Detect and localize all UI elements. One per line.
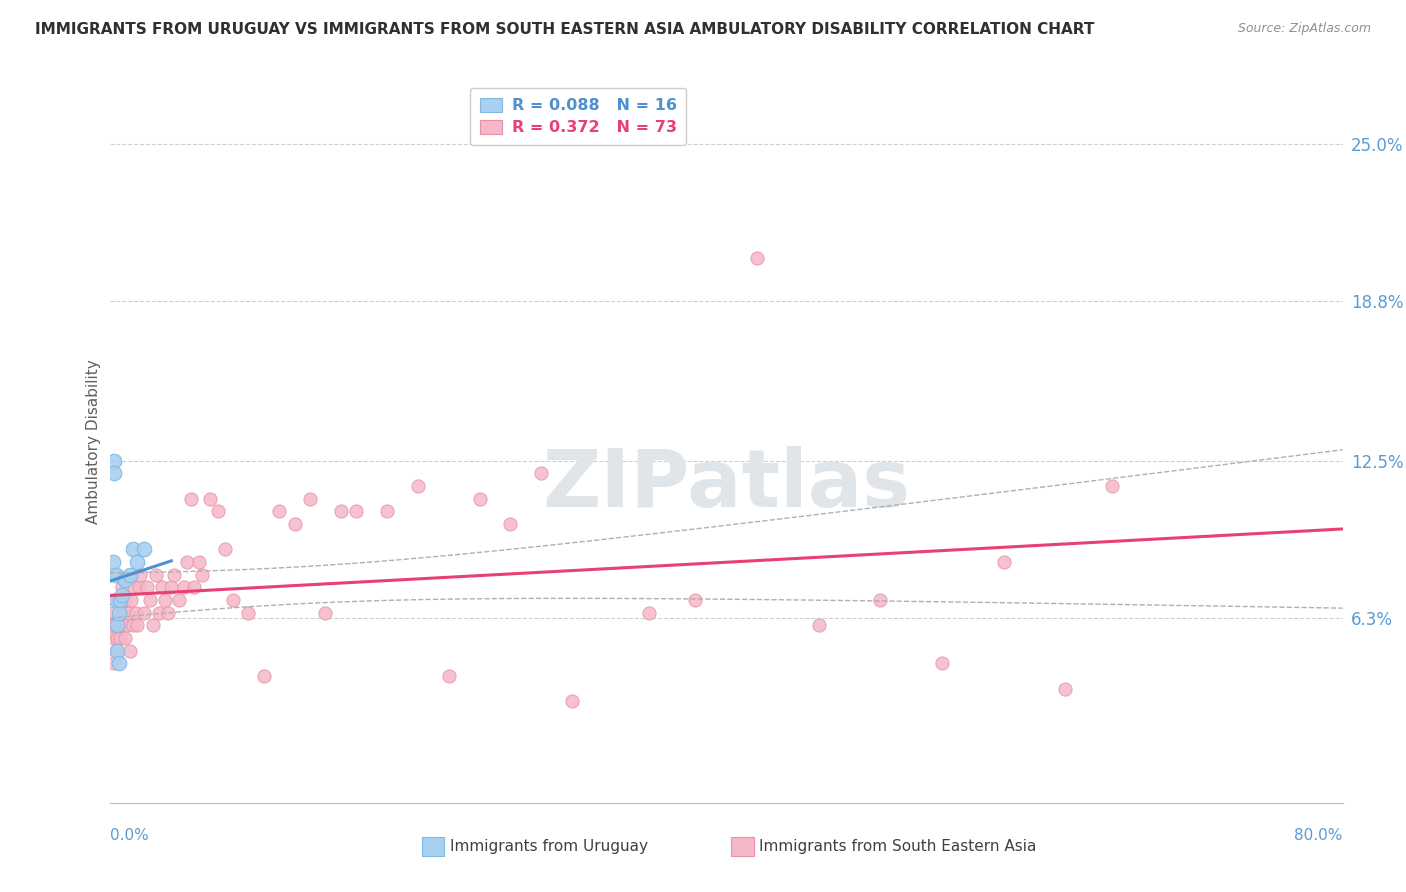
Point — [132, 606, 155, 620]
Point — [135, 580, 157, 594]
Text: IMMIGRANTS FROM URUGUAY VS IMMIGRANTS FROM SOUTH EASTERN ASIA AMBULATORY DISABIL: IMMIGRANTS FROM URUGUAY VS IMMIGRANTS FR… — [35, 22, 1094, 37]
Point — [150, 580, 173, 594]
Point — [1101, 479, 1123, 493]
Point — [105, 567, 128, 582]
Point — [112, 606, 135, 620]
Point — [127, 618, 149, 632]
Point — [148, 606, 170, 620]
Point — [103, 618, 125, 632]
Point — [153, 593, 176, 607]
Point — [807, 618, 830, 632]
Point — [173, 580, 195, 594]
Point — [101, 606, 124, 620]
Text: ZIPatlas: ZIPatlas — [543, 446, 910, 524]
Text: Source: ZipAtlas.com: Source: ZipAtlas.com — [1237, 22, 1371, 36]
Point — [120, 593, 142, 607]
Point — [114, 573, 136, 587]
Point — [105, 631, 128, 645]
Point — [191, 567, 214, 582]
Point — [198, 491, 221, 506]
Point — [269, 504, 291, 518]
Point — [530, 467, 553, 481]
Point — [111, 580, 134, 594]
Point — [121, 542, 143, 557]
Point — [114, 593, 136, 607]
Point — [157, 606, 180, 620]
Text: 0.0%: 0.0% — [110, 828, 149, 843]
Point — [284, 516, 307, 531]
Point — [115, 618, 138, 632]
Point — [1054, 681, 1077, 696]
Point — [207, 504, 229, 518]
Point — [127, 555, 149, 569]
Point — [110, 593, 132, 607]
Point — [222, 593, 245, 607]
Point — [101, 631, 124, 645]
Point — [105, 643, 128, 657]
Point — [437, 669, 460, 683]
Point — [142, 618, 165, 632]
Point — [108, 618, 131, 632]
Point — [118, 567, 141, 582]
Point — [110, 593, 132, 607]
Point — [176, 555, 198, 569]
Point — [139, 593, 162, 607]
Point — [253, 669, 276, 683]
Point — [128, 580, 150, 594]
Point — [375, 504, 398, 518]
Text: Immigrants from South Eastern Asia: Immigrants from South Eastern Asia — [759, 839, 1036, 854]
Point — [114, 631, 136, 645]
Point — [111, 588, 134, 602]
Point — [108, 606, 131, 620]
Point — [104, 593, 127, 607]
Point — [931, 657, 953, 671]
Point — [344, 504, 367, 518]
Point — [108, 606, 131, 620]
Point — [108, 657, 131, 671]
Point — [329, 504, 352, 518]
Point — [468, 491, 491, 506]
Point — [499, 516, 522, 531]
Legend: R = 0.088   N = 16, R = 0.372   N = 73: R = 0.088 N = 16, R = 0.372 N = 73 — [470, 88, 686, 145]
Point — [406, 479, 429, 493]
Point — [129, 567, 152, 582]
Point — [145, 567, 167, 582]
Text: 80.0%: 80.0% — [1295, 828, 1343, 843]
Point — [104, 643, 127, 657]
Point — [110, 631, 132, 645]
Point — [121, 618, 143, 632]
Point — [160, 580, 183, 594]
Point — [183, 580, 205, 594]
Point — [993, 555, 1015, 569]
Point — [124, 580, 146, 594]
Point — [104, 567, 127, 582]
Point — [299, 491, 322, 506]
Point — [238, 606, 260, 620]
Point — [163, 567, 186, 582]
Point — [111, 618, 134, 632]
Point — [132, 542, 155, 557]
Point — [103, 657, 125, 671]
Point — [869, 593, 891, 607]
Point — [180, 491, 202, 506]
Point — [125, 606, 148, 620]
Point — [103, 453, 125, 467]
Point — [685, 593, 707, 607]
Point — [188, 555, 211, 569]
Point — [314, 606, 336, 620]
Point — [117, 606, 139, 620]
Point — [638, 606, 661, 620]
Point — [118, 643, 141, 657]
Point — [101, 555, 124, 569]
Point — [745, 251, 768, 265]
Y-axis label: Ambulatory Disability: Ambulatory Disability — [86, 359, 101, 524]
Point — [214, 542, 236, 557]
Text: Immigrants from Uruguay: Immigrants from Uruguay — [450, 839, 648, 854]
Point — [167, 593, 190, 607]
Point — [561, 694, 583, 708]
Point — [103, 467, 125, 481]
Point — [104, 593, 127, 607]
Point — [105, 618, 128, 632]
